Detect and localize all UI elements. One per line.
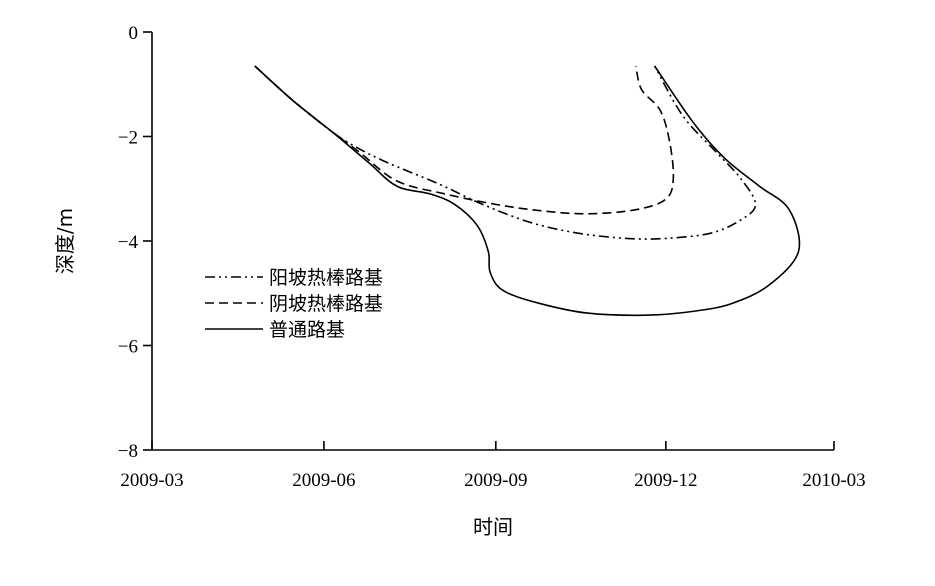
axes <box>151 32 834 451</box>
y-axis-title: 深度/m <box>53 208 77 274</box>
x-axis-ticks: 2009-03 2009-06 2009-09 2009-12 2010-03 <box>120 441 866 491</box>
x-axis-title: 时间 <box>473 515 513 539</box>
x-tick-label: 2009-12 <box>634 470 697 491</box>
x-tick-label: 2009-03 <box>120 470 183 491</box>
x-tick-label: 2009-09 <box>464 470 527 491</box>
legend-label-0: 阳坡热棒路基 <box>269 267 383 289</box>
y-tick-label: 0 <box>129 23 139 44</box>
series-line-1 <box>254 65 675 215</box>
legend-label-1: 阴坡热棒路基 <box>269 293 383 315</box>
y-tick-label: −4 <box>118 232 139 253</box>
y-tick-label: −2 <box>118 128 138 149</box>
series-layer <box>254 65 801 317</box>
series-line-0 <box>254 65 757 240</box>
y-tick-label: −8 <box>118 441 138 462</box>
x-tick-label: 2010-03 <box>802 470 865 491</box>
y-axis-ticks: 0 −2 −4 −6 −8 <box>118 23 152 462</box>
y-tick-label: −6 <box>118 337 138 358</box>
series-line-2 <box>254 65 801 317</box>
legend-label-2: 普通路基 <box>269 319 345 341</box>
x-tick-label: 2009-06 <box>292 470 355 491</box>
